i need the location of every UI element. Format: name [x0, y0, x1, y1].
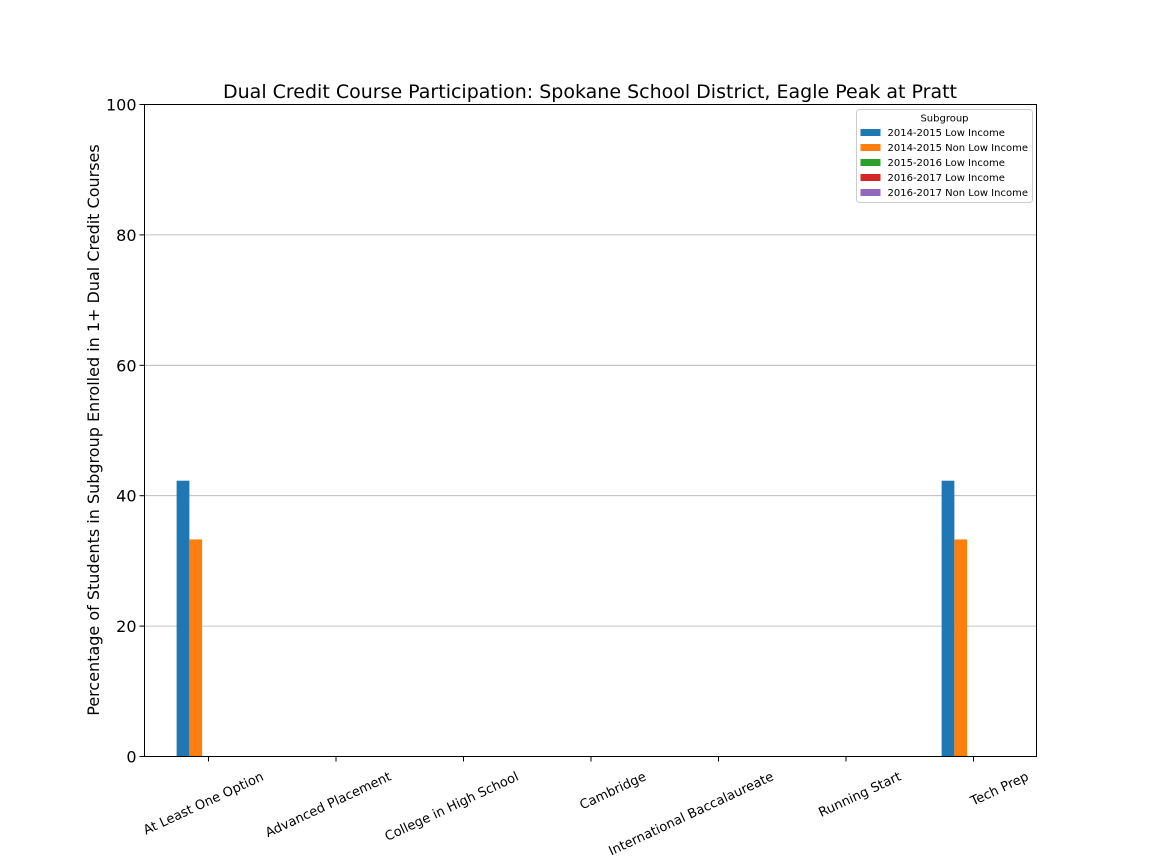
bar	[954, 539, 968, 757]
legend: Subgroup 2014-2015 Low Income 2014-2015 No…	[856, 109, 1033, 203]
x-tick-label: Advanced Placement	[263, 770, 393, 841]
x-tick-label: Tech Prep	[968, 770, 1032, 810]
legend-label: 2016-2017 Low Income	[888, 173, 1005, 184]
legend-swatch	[860, 159, 881, 166]
x-tick-label: Cambridge	[578, 770, 649, 814]
legend-box	[856, 109, 1033, 203]
bar	[189, 539, 203, 757]
legend-label: 2016-2017 Non Low Income	[888, 188, 1028, 199]
chart-title: Dual Credit Course Participation: Spokan…	[223, 81, 957, 103]
y-tick-label: 20	[116, 617, 136, 636]
x-tick-label: At Least One Option	[141, 770, 266, 839]
legend-label: 2014-2015 Low Income	[888, 128, 1005, 139]
legend-swatch	[860, 189, 881, 196]
y-tick-label: 100	[106, 96, 137, 115]
legend-swatch	[860, 174, 881, 181]
legend-label: 2014-2015 Non Low Income	[888, 143, 1028, 154]
x-tick-label: Running Start	[817, 770, 904, 821]
y-tick-label: 0	[126, 748, 136, 767]
y-tick-label: 40	[116, 487, 136, 506]
bars	[176, 480, 968, 757]
legend-title: Subgroup	[920, 114, 968, 125]
gridlines	[144, 234, 1037, 627]
legend-swatch	[860, 144, 881, 151]
bar	[941, 480, 955, 757]
y-axis-label: Percentage of Students in Subgroup Enrol…	[84, 144, 103, 715]
legend-swatch	[860, 129, 881, 136]
x-tick-label: College in High School	[383, 770, 521, 845]
y-axis: 0 20 40 60 80 100	[106, 96, 145, 767]
y-tick-label: 60	[116, 356, 136, 375]
bar	[176, 480, 190, 757]
y-tick-label: 80	[116, 226, 136, 245]
legend-label: 2015-2016 Low Income	[888, 158, 1005, 169]
